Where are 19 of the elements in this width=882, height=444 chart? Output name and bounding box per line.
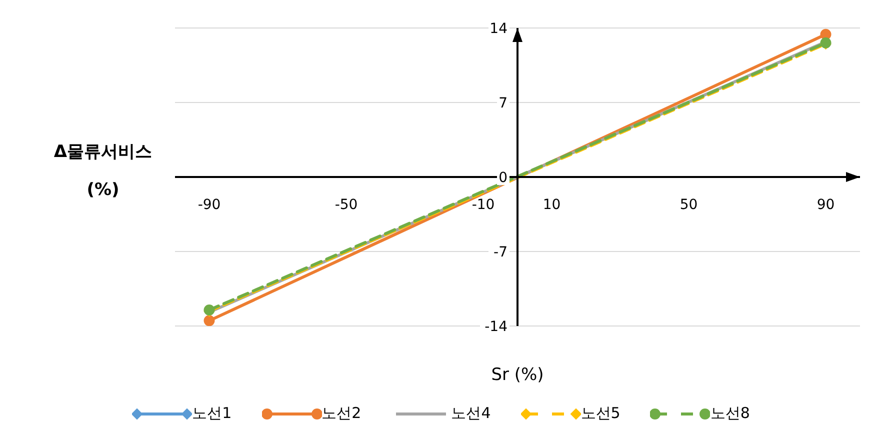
y-tick-label: 7 [498,96,508,112]
x-tick-label: -10 [472,197,495,213]
x-tick-label: -50 [334,197,358,213]
legend-label: 노선8 [710,404,750,423]
x-tick-label: 50 [680,197,698,213]
x-tick-label: 90 [816,197,835,213]
x-tick-label: -90 [198,197,221,213]
y-tick-label: -7 [494,244,508,260]
y-tick-label: 14 [490,21,508,37]
legend-label: 노선1 [192,404,232,423]
y-tick-label: -14 [484,319,508,335]
point [204,315,215,326]
legend-label: 노선2 [322,404,362,423]
legend-label: 노선5 [580,404,620,423]
y-tick-label: 0 [498,170,508,186]
x-axis-title: Sr (%) [491,365,544,385]
x-tick-label: 10 [542,197,561,213]
y-axis-title: Δ물류서비스 (%) [54,142,152,200]
legend-label: 노선4 [451,404,491,423]
